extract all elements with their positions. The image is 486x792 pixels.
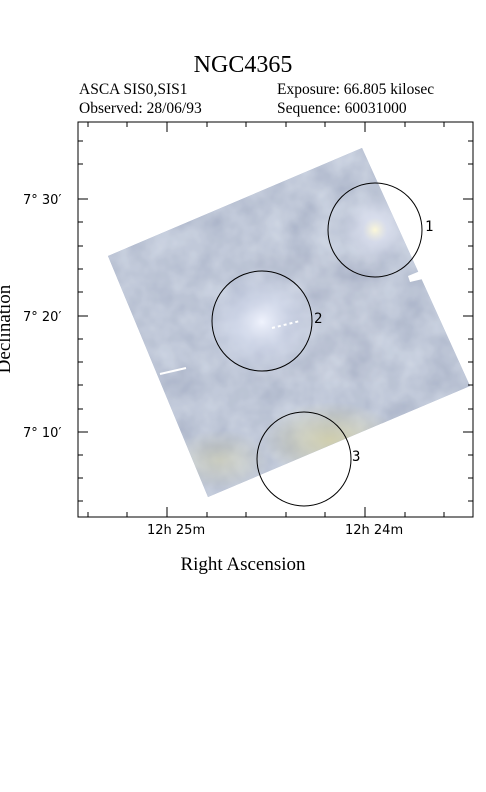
declination-ticks — [78, 140, 473, 502]
ra-tick-label: 12h 25m — [147, 523, 205, 538]
source-label: 2 — [314, 311, 322, 327]
x-ray-image — [108, 148, 470, 497]
sequence-label: Sequence: 60031000 — [277, 100, 407, 117]
source-region-circle — [327, 182, 423, 278]
chip-gap-line — [159, 367, 187, 375]
observed-date-label: Observed: 28/06/93 — [79, 100, 202, 117]
dec-tick-label: 7° 10′ — [23, 426, 61, 441]
plot-frame — [77, 121, 474, 518]
exposure-label: Exposure: 66.805 kilosec — [277, 81, 435, 98]
y-axis-label: Declination — [0, 284, 15, 374]
dec-tick-label: 7° 30′ — [23, 193, 61, 208]
source-label: 1 — [425, 219, 433, 235]
dec-tick-label: 7° 20′ — [23, 310, 61, 325]
source-region-circle — [256, 411, 352, 507]
chip-gap — [408, 269, 427, 282]
source-label: 3 — [352, 449, 360, 465]
chip-gap-line — [271, 320, 301, 329]
instrument-label: ASCA SIS0,SIS1 — [79, 81, 188, 98]
object-title: NGC4365 — [193, 52, 293, 78]
ra-tick-label: 12h 24m — [345, 523, 403, 538]
x-axis-label: Right Ascension — [180, 554, 306, 575]
source-region-circle — [211, 270, 313, 372]
right-ascension-ticks — [87, 122, 445, 517]
